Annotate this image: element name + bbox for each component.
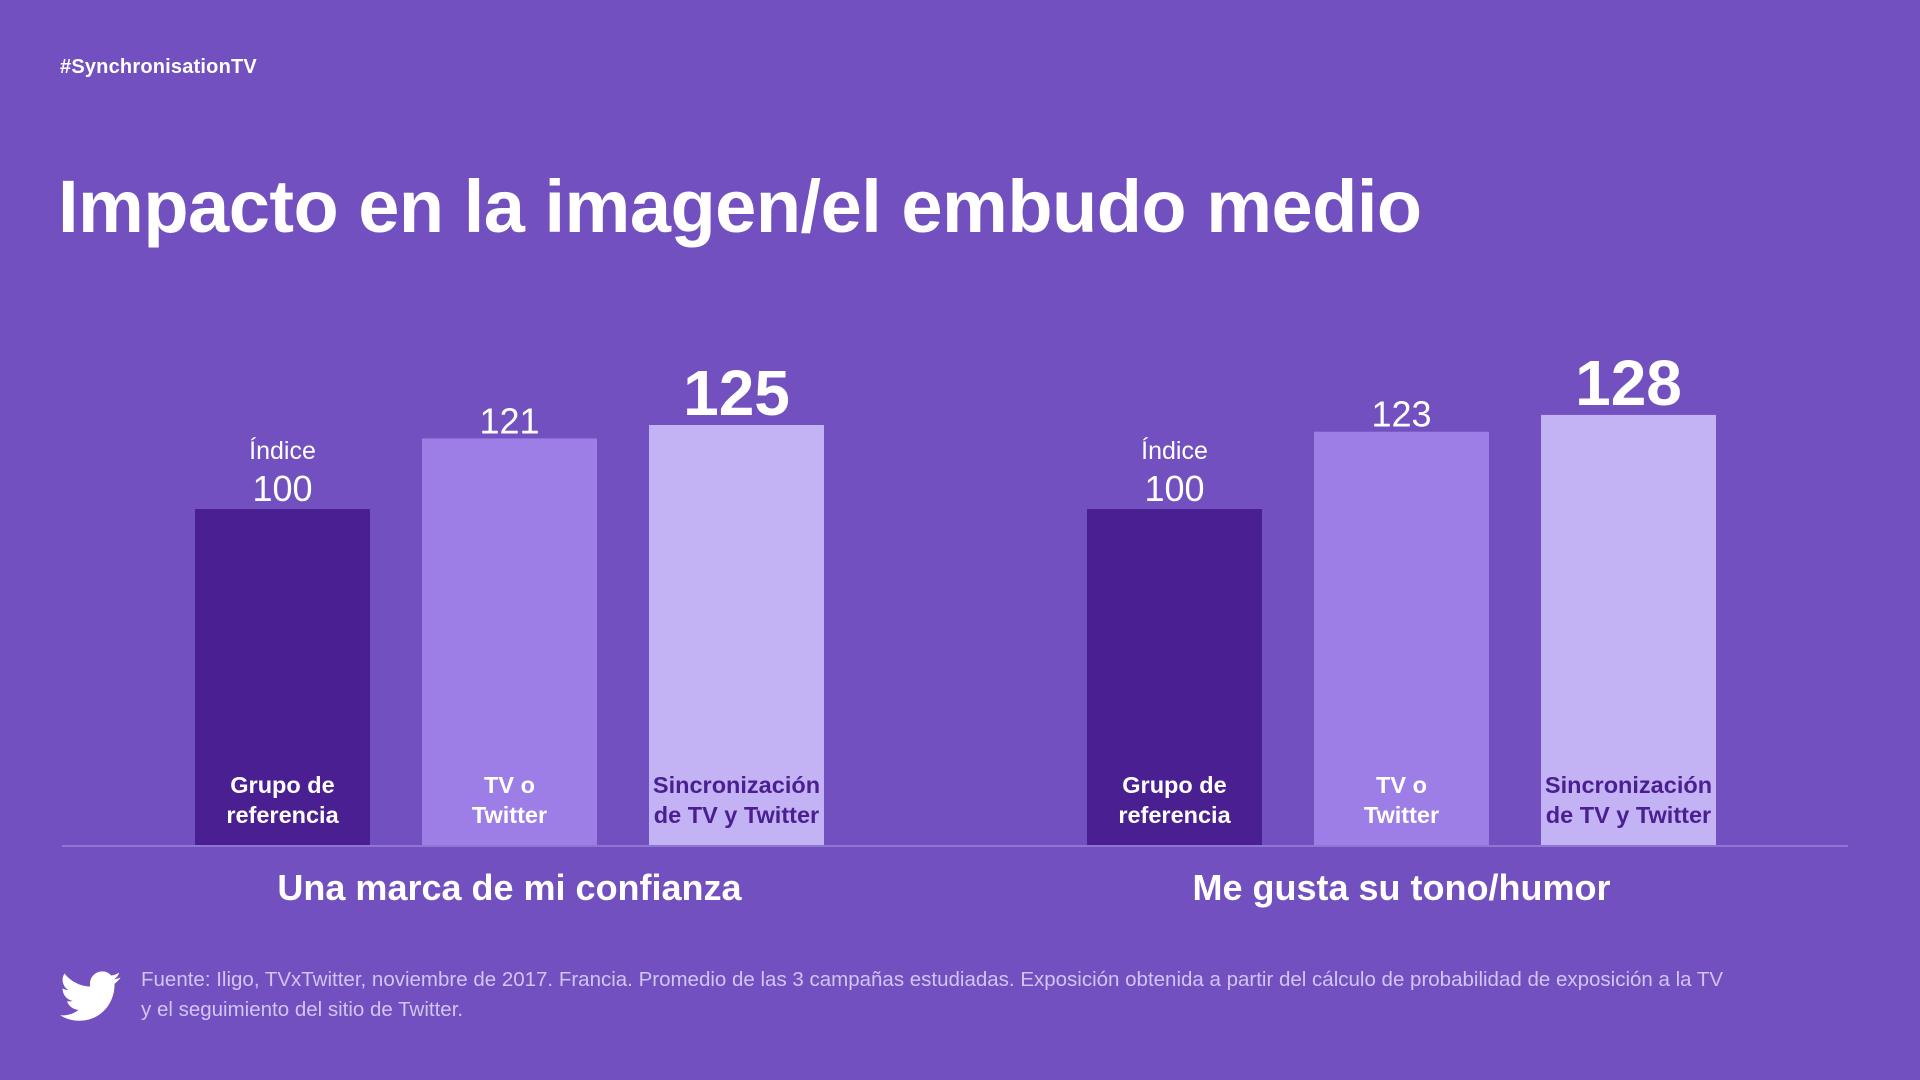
value-label: 125 xyxy=(683,357,790,429)
category-label: Grupo de xyxy=(1122,772,1226,798)
source-note: Fuente: Iligo, TVxTwitter, noviembre de … xyxy=(141,965,1861,1025)
group-title: Una marca de mi confianza xyxy=(277,867,742,908)
bar xyxy=(1087,509,1262,845)
hashtag: #SynchronisationTV xyxy=(60,56,257,78)
value-label: 123 xyxy=(1371,394,1431,435)
source-line-1: Fuente: Iligo, TVxTwitter, noviembre de … xyxy=(141,968,1724,991)
category-label: Sincronización xyxy=(653,772,820,798)
index-label: Índice xyxy=(1141,436,1208,465)
category-label: referencia xyxy=(1118,802,1231,828)
category-label: de TV y Twitter xyxy=(1546,802,1711,828)
page-title: Impacto en la imagen/el embudo medio xyxy=(58,165,1422,248)
category-label: Twitter xyxy=(1364,802,1439,828)
source-line-2: y el seguimiento del sitio de Twitter. xyxy=(141,998,464,1021)
category-label: de TV y Twitter xyxy=(654,802,819,828)
bar xyxy=(649,425,824,845)
category-label: referencia xyxy=(226,802,339,828)
value-label: 100 xyxy=(1144,468,1204,509)
twitter-bird-icon xyxy=(60,971,121,1021)
bar xyxy=(422,438,597,845)
bar xyxy=(195,509,370,845)
value-label: 100 xyxy=(252,468,312,509)
index-label: Índice xyxy=(249,436,316,465)
value-label: 128 xyxy=(1575,347,1682,419)
group-title: Me gusta su tono/humor xyxy=(1193,867,1611,908)
category-label: Grupo de xyxy=(230,772,334,798)
category-label: TV o xyxy=(1376,772,1427,798)
category-label: TV o xyxy=(484,772,535,798)
value-label: 121 xyxy=(479,400,539,441)
category-label: Twitter xyxy=(472,802,547,828)
bar xyxy=(1314,431,1489,845)
bar xyxy=(1541,414,1716,845)
category-label: Sincronización xyxy=(1545,772,1712,798)
